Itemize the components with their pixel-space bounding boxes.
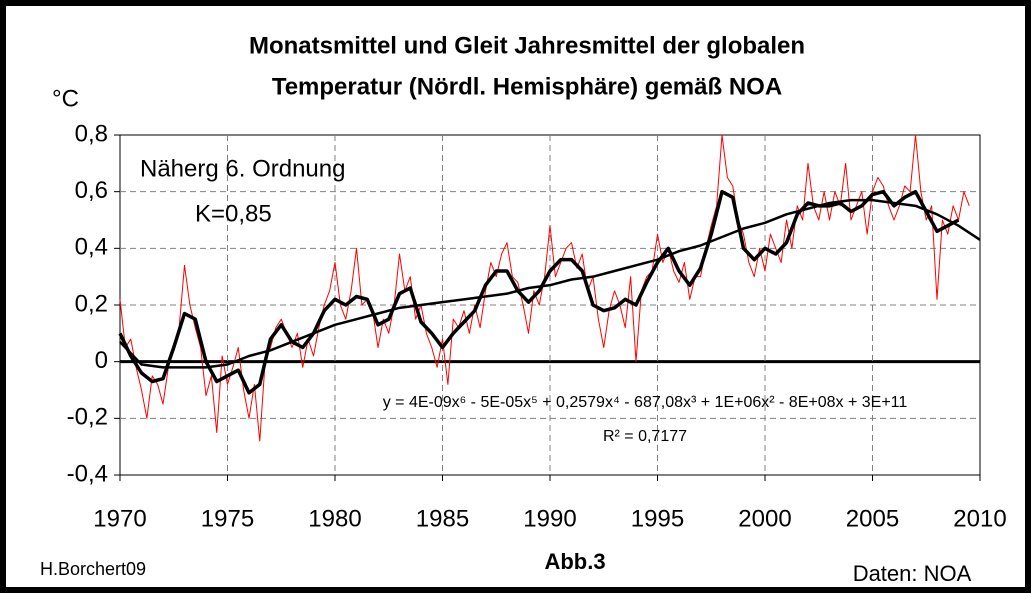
trend-equation: y = 4E-09x⁶ - 5E-05x⁵ + 0,2579x⁴ - 687,0… <box>383 394 908 411</box>
y-tick-label: 0,8 <box>75 120 108 147</box>
chart-title: Monatsmittel und Gleit Jahresmittel der … <box>249 32 805 59</box>
author: H.Borchert09 <box>40 559 146 579</box>
r-squared: R² = 0,7177 <box>603 428 687 445</box>
x-tick-label: 1995 <box>631 505 684 532</box>
y-tick-label: 0,4 <box>75 234 108 261</box>
x-tick-label: 2010 <box>953 505 1006 532</box>
y-tick-label: -0,4 <box>67 460 108 487</box>
x-tick-label: 1970 <box>93 505 146 532</box>
y-tick-label: 0,6 <box>75 177 108 204</box>
chart-title: Temperatur (Nördl. Hemisphäre) gemäß NOA <box>272 73 782 100</box>
source: Daten: NOA <box>853 561 972 586</box>
x-tick-label: 2005 <box>846 505 899 532</box>
y-tick-label: -0,2 <box>67 404 108 431</box>
x-tick-label: 1985 <box>416 505 469 532</box>
annotation: Näherg 6. Ordnung <box>140 155 345 182</box>
x-tick-label: 2000 <box>738 505 791 532</box>
figure-label: Abb.3 <box>544 549 605 574</box>
y-tick-label: 0 <box>95 347 108 374</box>
data-line <box>119 134 970 442</box>
x-tick-label: 1975 <box>201 505 254 532</box>
x-tick-label: 1990 <box>523 505 576 532</box>
y-tick-label: 0,2 <box>75 290 108 317</box>
data-line <box>119 198 981 369</box>
y-axis-label: °C <box>52 85 79 112</box>
annotation: K=0,85 <box>195 200 272 227</box>
x-tick-label: 1980 <box>308 505 361 532</box>
